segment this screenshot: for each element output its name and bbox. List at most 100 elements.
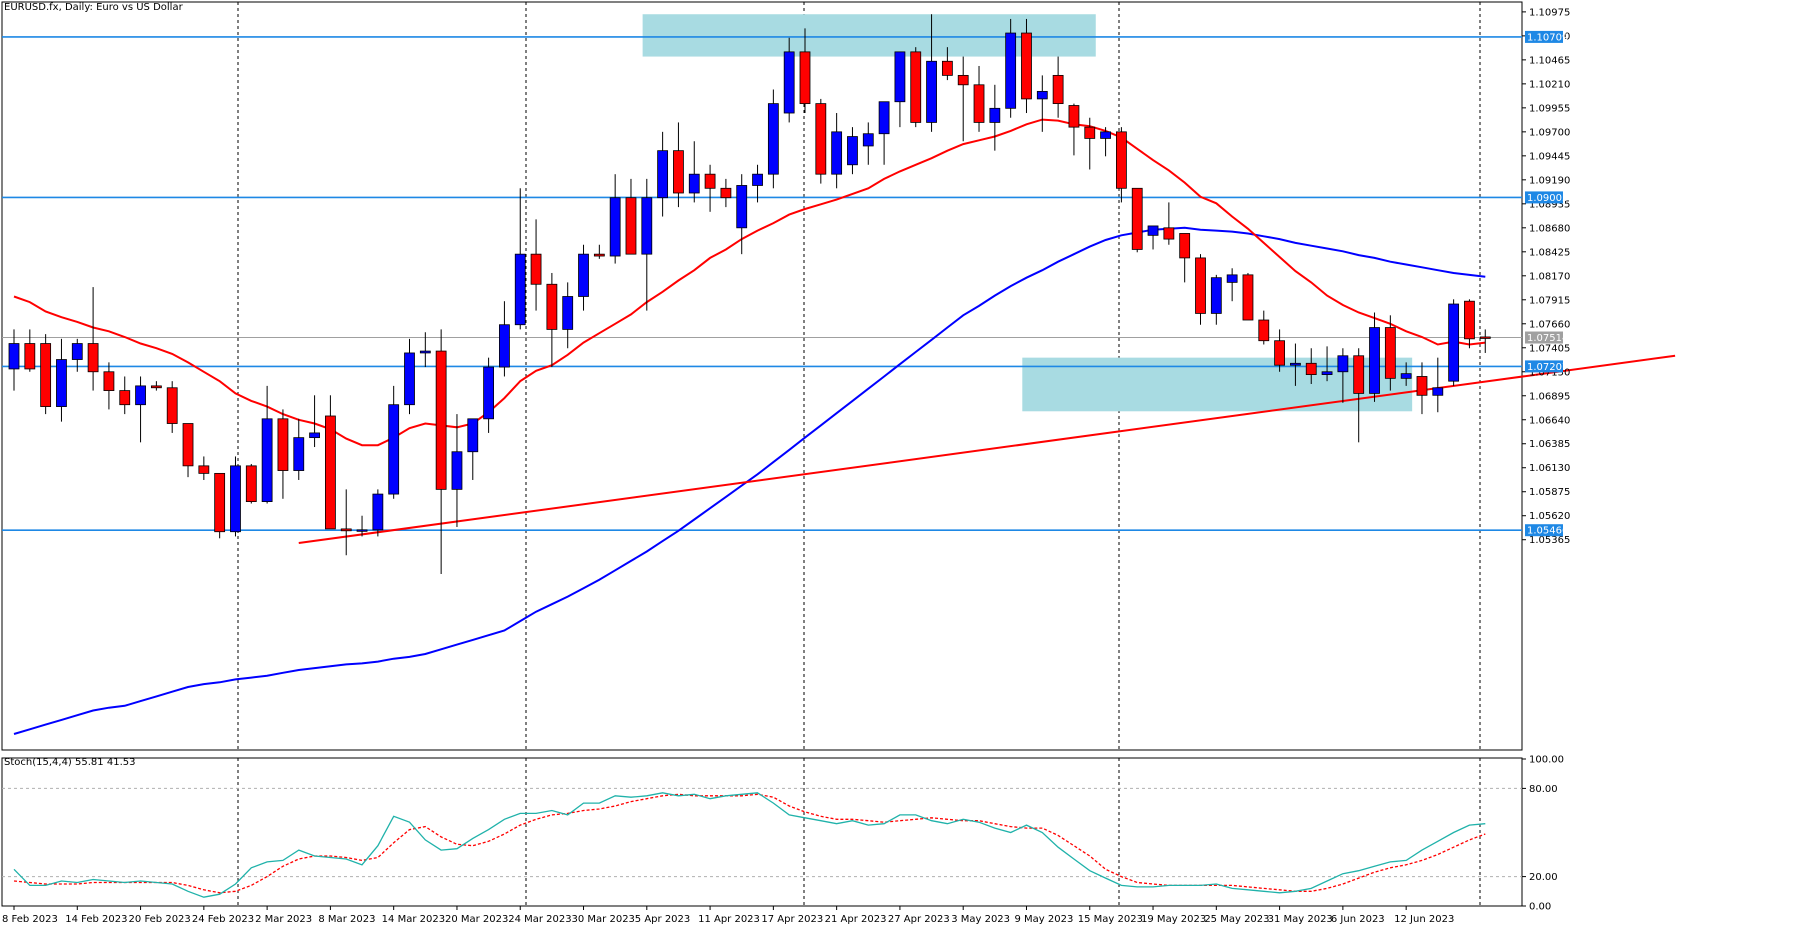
candle-body-bear — [593, 253, 605, 257]
candle-body-bear — [1416, 376, 1428, 396]
candle — [688, 141, 700, 203]
candle — [499, 301, 510, 377]
candle — [862, 122, 874, 165]
candle — [767, 89, 779, 189]
price-tick-label: 1.05875 — [1529, 487, 1570, 498]
candle-body-bull — [356, 529, 368, 532]
candle-body-bull — [499, 324, 510, 368]
candle-body-bull — [451, 451, 463, 490]
candle-body-bear — [973, 84, 985, 123]
candle — [56, 338, 67, 422]
candle — [1384, 315, 1396, 391]
candle — [878, 101, 890, 165]
candle — [1464, 299, 1475, 349]
candle — [24, 329, 36, 372]
candle-body-bull — [56, 359, 67, 407]
price-tick-label: 1.09700 — [1529, 127, 1570, 138]
candle-body-bull — [1321, 371, 1333, 375]
candle-body-bear — [119, 390, 131, 406]
date-tick-label: 27 Apr 2023 — [888, 914, 950, 925]
candle — [926, 14, 937, 132]
candle-body-bull — [1147, 225, 1159, 236]
candle-body-bear — [103, 371, 115, 391]
candle-body-bull — [404, 352, 415, 406]
candle — [1432, 357, 1444, 413]
candle — [1479, 329, 1491, 353]
price-tick-label: 1.07915 — [1529, 295, 1570, 306]
date-tick-label: 21 Apr 2023 — [825, 914, 887, 925]
candle — [546, 272, 558, 368]
candle-body-bull — [878, 101, 890, 135]
candle-body-bear — [1353, 355, 1365, 394]
candle-body-bull — [752, 173, 763, 186]
date-tick-label: 20 Mar 2023 — [445, 914, 508, 925]
candle-body-bear — [324, 415, 336, 530]
candle-body-bull — [641, 197, 653, 255]
candle-body-bear — [1242, 274, 1254, 321]
candle — [467, 418, 479, 480]
candle — [847, 127, 858, 175]
candle-body-bear — [1479, 336, 1491, 339]
candle — [1242, 272, 1254, 321]
candle — [1258, 310, 1270, 345]
candle-body-bull — [261, 418, 273, 503]
candle — [1068, 103, 1080, 156]
candle-body-bear — [673, 150, 684, 194]
price-tick-label: 1.08170 — [1529, 271, 1570, 282]
candle — [150, 381, 162, 391]
price-tick-label: 1.08680 — [1529, 223, 1570, 234]
stoch-main-line — [13, 792, 1486, 898]
candle — [40, 334, 52, 415]
candle — [1448, 299, 1460, 386]
candle-body-bear — [277, 418, 289, 471]
candle — [514, 188, 526, 330]
price-tick-label: 1.09445 — [1529, 151, 1570, 162]
description-label: Euro vs US Dollar — [96, 2, 183, 13]
candle — [451, 414, 463, 528]
candle — [324, 395, 336, 530]
price-tick-label: 1.07150 — [1529, 367, 1570, 378]
candle-body-bear — [1021, 32, 1032, 100]
ma-fast-line — [13, 118, 1486, 447]
candle-body-bull — [419, 350, 431, 354]
level-price-label: 1.09003 — [1527, 193, 1568, 204]
candle-body-bull — [483, 366, 495, 420]
price-tick-label: 1.10210 — [1529, 79, 1570, 90]
candle — [562, 282, 574, 349]
candle-body-bull — [1400, 373, 1412, 379]
candle — [593, 244, 605, 259]
candle — [1369, 312, 1380, 402]
candle-body-bear — [1464, 300, 1475, 340]
indicator-main-value: 55.81 — [75, 757, 104, 768]
candle — [989, 84, 1001, 151]
level-price-tag — [1525, 360, 1563, 373]
candle-body-bull — [71, 343, 83, 360]
candle — [1337, 348, 1349, 403]
candle — [1084, 117, 1096, 170]
date-tick-label: 24 Mar 2023 — [508, 914, 571, 925]
price-tick-label: 1.07405 — [1529, 343, 1570, 354]
date-tick-label: 19 May 2023 — [1141, 914, 1206, 925]
supply-demand-zone — [642, 14, 1096, 57]
candle — [1321, 346, 1333, 382]
date-tick-label: 31 May 2023 — [1268, 914, 1333, 925]
candle — [1290, 343, 1301, 386]
candle — [657, 131, 669, 217]
candle-body-bull — [1210, 277, 1222, 314]
candle — [530, 219, 542, 311]
candle — [1226, 268, 1238, 302]
candle — [720, 178, 732, 208]
level-price-label: 1.05466 — [1527, 526, 1568, 537]
date-tick-label: 2 Mar 2023 — [255, 914, 312, 925]
candle-body-bear — [1305, 362, 1317, 375]
candle-body-bull — [1290, 362, 1301, 366]
price-tick-label: 1.09190 — [1529, 175, 1570, 186]
stoch-signal-line — [13, 793, 1486, 894]
candle-body-bear — [546, 283, 558, 330]
candle-body-bull — [135, 385, 146, 406]
price-tick-label: 1.09955 — [1529, 103, 1570, 114]
indicator-signal-value: 41.53 — [106, 757, 136, 768]
candle — [831, 113, 843, 189]
candle-body-bear — [87, 343, 99, 373]
candle — [419, 332, 431, 368]
